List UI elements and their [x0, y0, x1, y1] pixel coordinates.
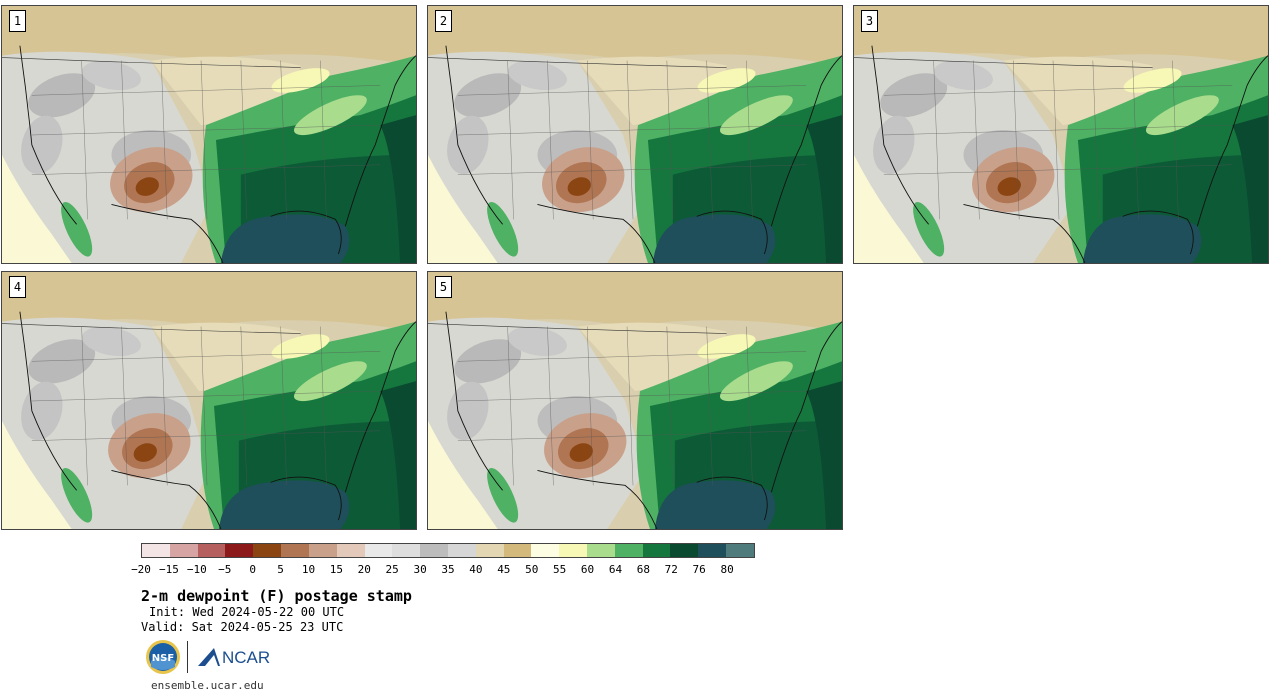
colorbar-tick-label: 64 [608, 563, 623, 576]
colorbar-tick-label: 15 [329, 563, 343, 576]
member-2-map-panel: 2 [427, 5, 843, 264]
member-5-map-panel: 5 [427, 271, 843, 530]
colorbar-swatch [392, 544, 421, 557]
member-5-dewpoint-map [428, 272, 842, 529]
colorbar-swatch [670, 544, 699, 557]
colorbar-swatch [142, 544, 170, 557]
valid-time: Valid: Sat 2024-05-25 23 UTC [141, 620, 344, 634]
colorbar-swatch [503, 544, 532, 557]
colorbar-tick-label: 55 [553, 563, 567, 576]
member-3-map-panel: 3 [853, 5, 1269, 264]
member-1-map-panel: 1 [1, 5, 417, 264]
colorbar-tick-label: 10 [301, 563, 316, 576]
member-2-label: 2 [435, 10, 452, 32]
site-url: ensemble.ucar.edu [151, 679, 264, 692]
colorbar-tick-label: −15 [158, 563, 179, 576]
colorbar-tick-labels: −20 −15 −10 −5 0 5 10 15 20 25 30 35 40 45 50 55 60 64 68 7… [131, 563, 755, 577]
colorbar-tick-label: 20 [357, 563, 371, 576]
member-4-label: 4 [9, 276, 26, 298]
colorbar-tick-label: 60 [580, 563, 595, 576]
colorbar-tick-label: −20 [131, 563, 151, 576]
member-4-dewpoint-map [2, 272, 416, 529]
member-3-label: 3 [861, 10, 878, 32]
colorbar-swatch [253, 544, 282, 557]
colorbar-tick-label: 72 [664, 563, 678, 576]
colorbar-swatch [447, 544, 476, 557]
member-4-map-panel: 4 [1, 271, 417, 530]
member-1-label: 1 [9, 10, 26, 32]
colorbar-swatch [336, 544, 365, 557]
colorbar-tick-label: 76 [692, 563, 706, 576]
colorbar-swatch [642, 544, 671, 557]
colorbar-swatch [475, 544, 504, 557]
logo-divider [187, 641, 188, 673]
colorbar-swatch [197, 544, 226, 557]
colorbar-swatch [726, 544, 754, 557]
colorbar-tick-label: 30 [413, 563, 427, 576]
init-time: Init: Wed 2024-05-22 00 UTC [149, 605, 345, 619]
colorbar-tick-label: 35 [441, 563, 455, 576]
chart-title: 2-m dewpoint (F) postage stamp [141, 587, 412, 605]
colorbar-swatch [698, 544, 727, 557]
ncar-logo-icon: NCAR [198, 648, 270, 667]
colorbar-swatch [587, 544, 615, 557]
nsf-logo-icon: NSF [146, 640, 180, 674]
colorbar-swatch [559, 544, 587, 557]
colorbar-tick-label: 25 [385, 563, 399, 576]
colorbar-tick-label: 80 [720, 563, 734, 576]
colorbar-swatch [364, 544, 393, 557]
svg-text:NSF: NSF [152, 653, 174, 664]
member-1-dewpoint-map [2, 6, 416, 263]
colorbar-swatch [420, 544, 448, 557]
member-5-label: 5 [435, 276, 452, 298]
colorbar-swatch [281, 544, 309, 557]
colorbar-swatch [531, 544, 560, 557]
svg-text:NCAR: NCAR [222, 648, 270, 667]
colorbar-tick-label: 50 [525, 563, 539, 576]
colorbar-tick-label: 0 [249, 563, 256, 576]
member-3-dewpoint-map [854, 6, 1268, 263]
colorbar-swatch [225, 544, 254, 557]
colorbar-tick-label: 45 [497, 563, 511, 576]
member-2-dewpoint-map [428, 6, 842, 263]
colorbar-tick-label: 68 [636, 563, 650, 576]
colorbar-tick-label: −10 [186, 563, 207, 576]
colorbar-tick-label: −5 [218, 563, 232, 576]
colorbar-swatch [308, 544, 337, 557]
colorbar-swatch [614, 544, 643, 557]
colorbar-tick-label: 5 [277, 563, 284, 576]
dewpoint-colorbar [141, 543, 755, 558]
colorbar-swatch [169, 544, 198, 557]
colorbar-tick-label: 40 [469, 563, 483, 576]
